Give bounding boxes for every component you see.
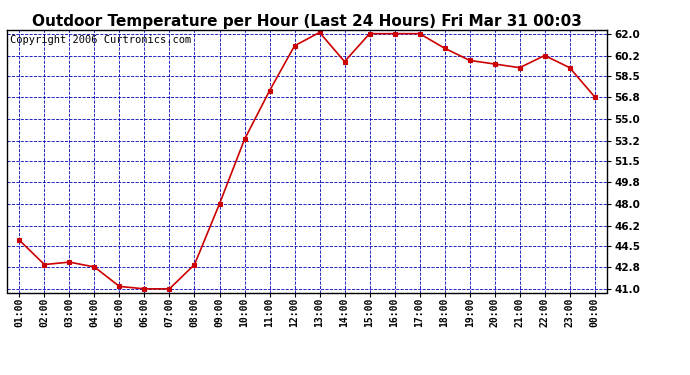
Text: Copyright 2006 Curtronics.com: Copyright 2006 Curtronics.com — [10, 35, 191, 45]
Title: Outdoor Temperature per Hour (Last 24 Hours) Fri Mar 31 00:03: Outdoor Temperature per Hour (Last 24 Ho… — [32, 14, 582, 29]
